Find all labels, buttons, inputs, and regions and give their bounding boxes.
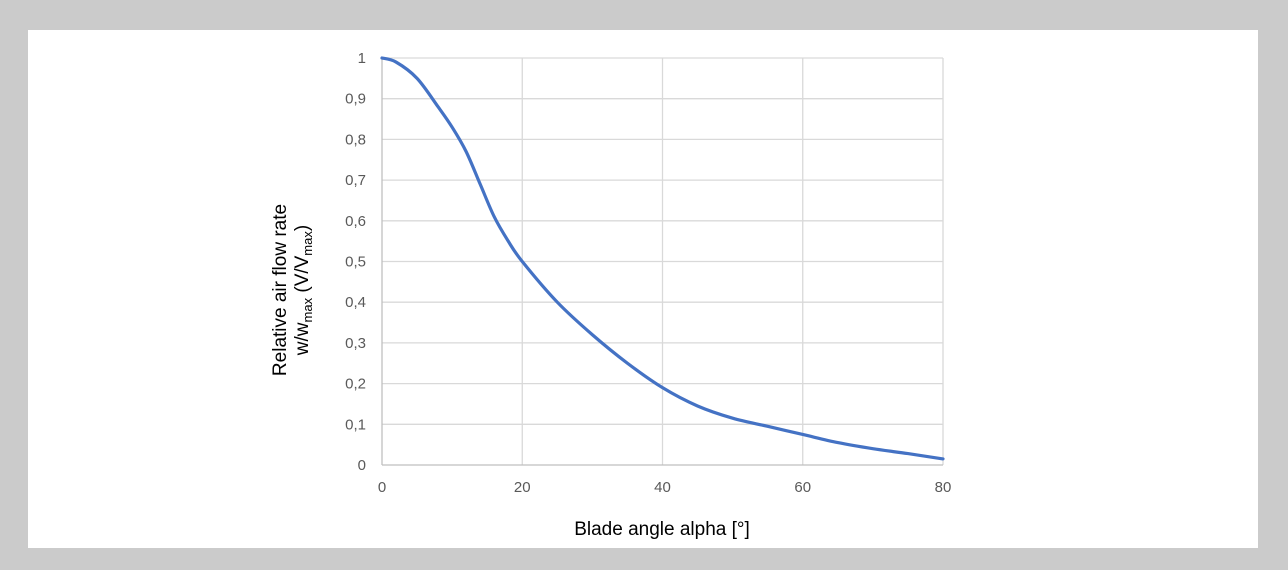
y-tick-label: 0,8 [345, 131, 366, 148]
y-tick-label: 0,3 [345, 335, 366, 352]
y-title-v-sub: max [300, 231, 315, 256]
axes [381, 58, 943, 466]
series-line [380, 56, 945, 461]
y-axis-title-line2: w/wmax (V/Vmax) [292, 225, 315, 356]
y-tick-label: 0 [358, 457, 366, 474]
y-title-v: (V/V [292, 255, 313, 298]
y-title-w: w/w [292, 322, 313, 356]
x-tick-label: 0 [378, 479, 386, 496]
y-tick-label: 1 [358, 50, 366, 67]
chart-card: 0 0,1 0,2 0,3 0,4 0,5 0,6 0,7 0,8 0,9 1 0 20 40 60 80 B… [28, 30, 1258, 548]
x-tick-label: 60 [794, 479, 811, 496]
y-tick-label: 0,2 [345, 376, 366, 393]
y-tick-label: 0,5 [345, 254, 366, 271]
y-title-w-sub: max [300, 297, 315, 322]
y-axis-title-line1: Relative air flow rate [270, 204, 291, 376]
tick-labels: 0 0,1 0,2 0,3 0,4 0,5 0,6 0,7 0,8 0,9 1 0 20 40 60 80 [345, 50, 951, 496]
y-tick-label: 0,7 [345, 172, 366, 189]
x-tick-label: 80 [935, 479, 952, 496]
y-tick-label: 0,4 [345, 294, 366, 311]
series [380, 56, 945, 461]
y-tick-label: 0,6 [345, 213, 366, 230]
x-tick-label: 40 [654, 479, 671, 496]
y-title-close: ) [292, 225, 313, 231]
x-tick-label: 20 [514, 479, 531, 496]
y-tick-label: 0,9 [345, 91, 366, 108]
y-axis-title: Relative air flow rate w/wmax (V/Vmax) [270, 204, 315, 376]
line-chart: 0 0,1 0,2 0,3 0,4 0,5 0,6 0,7 0,8 0,9 1 0 20 40 60 80 B… [270, 50, 951, 540]
x-axis-title: Blade angle alpha [°] [574, 519, 750, 540]
y-tick-label: 0,1 [345, 416, 366, 433]
gridlines [382, 57, 944, 465]
